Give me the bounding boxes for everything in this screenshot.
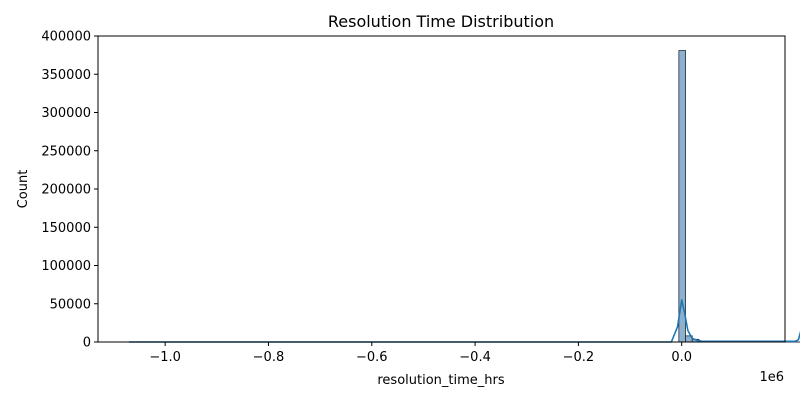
x-axis-label: resolution_time_hrs (377, 373, 504, 388)
y-tick-label: 200000 (41, 183, 91, 198)
y-tick-label: 300000 (41, 106, 91, 121)
y-axis: 0 50000 100000 150000 200000 250000 300000 3500… (41, 30, 98, 351)
y-tick-label: 250000 (41, 144, 91, 159)
y-tick-label: 350000 (41, 68, 91, 83)
y-tick-label: 0 (83, 336, 91, 351)
y-tick-label: 150000 (41, 221, 91, 236)
x-tick-label: −0.2 (563, 350, 595, 365)
x-axis-offset-label: 1e6 (759, 370, 784, 385)
x-tick-label: −0.4 (459, 350, 491, 365)
kde-line-layer (128, 299, 800, 343)
x-tick-label: −1.0 (149, 350, 181, 365)
x-tick-label: −0.6 (356, 350, 388, 365)
bars-layer (128, 50, 800, 343)
histogram-bar (678, 50, 686, 343)
y-axis-label: Count (16, 170, 31, 209)
y-tick-label: 50000 (50, 297, 91, 312)
x-axis: −1.0 −0.8 −0.6 −0.4 −0.2 0.0 (149, 342, 692, 365)
y-tick-label: 400000 (41, 30, 91, 45)
y-tick-label: 100000 (41, 259, 91, 274)
x-tick-label: 0.0 (671, 350, 692, 365)
kde-line (128, 299, 800, 343)
chart-title: Resolution Time Distribution (328, 12, 554, 31)
x-tick-label: −0.8 (253, 350, 285, 365)
